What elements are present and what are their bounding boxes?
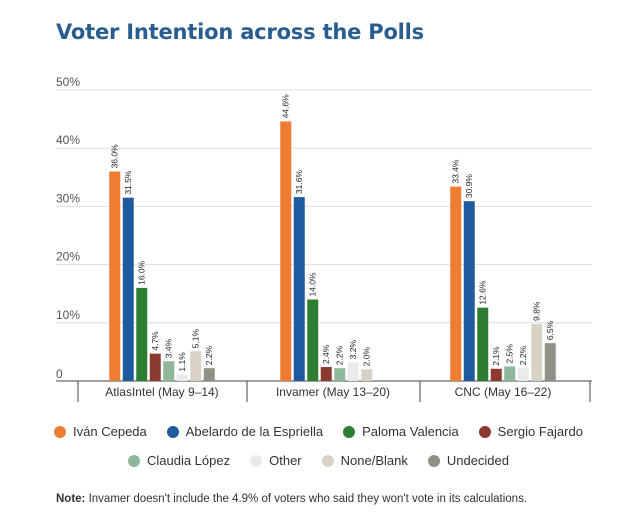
footnote-label: Note:: [56, 493, 86, 505]
chart-title: Voter Intention across the Polls: [56, 20, 424, 44]
legend-item: Undecided: [427, 453, 509, 468]
legend-row-1: Iván Cepeda Abelardo de la Espriella Palom…: [0, 424, 637, 439]
bar: [504, 366, 516, 381]
y-tick-label: 30%: [56, 191, 80, 205]
bar: [149, 353, 161, 381]
data-label: 2.2%: [204, 345, 214, 365]
y-tick-label: 50%: [56, 75, 80, 89]
footnote-text: Invamer doesn't include the 4.9% of vote…: [85, 493, 528, 505]
x-tick-label: AtlasIntel (May 9–14): [105, 385, 218, 399]
bar: [176, 374, 188, 381]
legend-item: Paloma Valencia: [343, 424, 459, 439]
legend-swatch: [321, 454, 334, 467]
data-label: 36.0%: [110, 144, 120, 169]
y-tick-label: 10%: [56, 308, 80, 322]
data-label: 2.2%: [518, 345, 528, 365]
bar-chart: 010%20%30%40%50%36.0%31.5%16.0%4.7% 3.4%1…: [56, 75, 592, 402]
data-label: 2.5%: [505, 344, 515, 364]
bar: [109, 171, 121, 381]
data-label: 2.2%: [335, 345, 345, 365]
legend-item: Other: [250, 453, 302, 468]
x-tick-label: CNC (May 16–22): [455, 385, 552, 399]
legend-item: Abelardo de la Espriella: [166, 424, 324, 439]
bar: [136, 287, 148, 381]
legend-swatch: [250, 454, 263, 467]
data-label: 12.6%: [478, 280, 488, 305]
data-label: 6.5%: [545, 320, 555, 340]
legend-item: None/Blank: [321, 453, 408, 468]
legend-label: Paloma Valencia: [362, 424, 459, 439]
data-label: 3.2%: [348, 340, 358, 360]
legend-item: Claudia López: [127, 453, 231, 468]
data-label: 30.9%: [464, 174, 474, 199]
y-tick-label: 0: [56, 367, 63, 381]
legend-label: Sergio Fajardo: [497, 424, 583, 439]
legend-swatch: [54, 425, 67, 438]
bar: [544, 343, 556, 381]
x-tick-label: Invamer (May 13–20): [276, 385, 390, 399]
bar: [293, 197, 305, 381]
y-tick-label: 40%: [56, 133, 80, 147]
legend-swatch: [478, 425, 491, 438]
bar: [122, 197, 134, 381]
bar: [463, 201, 475, 381]
bar: [190, 351, 202, 381]
legend-label: Claudia López: [146, 453, 231, 468]
bar: [531, 323, 543, 381]
data-label: 44.6%: [281, 94, 291, 119]
bar: [347, 362, 359, 381]
legend-row-2: Claudia López Other None/Blank Undecided: [0, 453, 637, 468]
bar: [450, 186, 462, 381]
data-label: 31.5%: [123, 170, 133, 195]
bar: [361, 369, 373, 381]
legend-label: Undecided: [446, 453, 509, 468]
bar: [203, 368, 215, 381]
legend-label: Abelardo de la Espriella: [185, 424, 324, 439]
legend-label: Iván Cepeda: [73, 424, 147, 439]
legend-swatch: [127, 454, 140, 467]
data-label: 5.1%: [191, 329, 201, 349]
legend-swatch: [343, 425, 356, 438]
data-label: 9.8%: [532, 301, 542, 321]
bar: [477, 307, 489, 381]
bar: [320, 367, 332, 381]
bar: [307, 299, 319, 381]
legend-swatch: [166, 425, 179, 438]
bar: [334, 368, 346, 381]
legend-item: Iván Cepeda: [54, 424, 147, 439]
bar: [517, 368, 529, 381]
legend-label: None/Blank: [340, 453, 408, 468]
legend-swatch: [427, 454, 440, 467]
data-label: 1.1%: [177, 352, 187, 372]
data-label: 14.0%: [308, 272, 318, 297]
data-label: 2.1%: [491, 346, 501, 366]
data-label: 33.4%: [451, 159, 461, 184]
data-label: 16.0%: [137, 260, 147, 285]
data-label: 2.4%: [321, 344, 331, 364]
data-label: 3.4%: [164, 338, 174, 358]
bar: [490, 368, 502, 381]
y-tick-label: 20%: [56, 250, 80, 264]
bar: [280, 121, 292, 381]
bar: [163, 361, 175, 381]
data-label: 31.6%: [294, 170, 304, 195]
footnote: Note: Invamer doesn't include the 4.9% o…: [56, 493, 527, 505]
data-label: 4.7%: [150, 331, 160, 351]
legend-item: Sergio Fajardo: [478, 424, 583, 439]
data-label: 2.0%: [362, 347, 372, 367]
legend-label: Other: [269, 453, 302, 468]
